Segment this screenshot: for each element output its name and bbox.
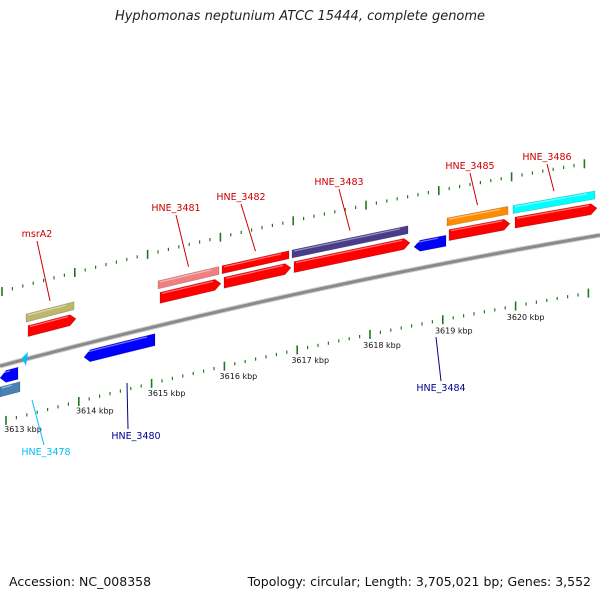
genome-summary-text: Topology: circular; Length: 3,705,021 bp…: [247, 574, 591, 589]
accession-text: Accession: NC_008358: [9, 574, 152, 589]
HNE_3478-cds-arrow: [0, 366, 19, 383]
msrA2-cds-arrow-highlight: [29, 316, 69, 328]
HNE_3478-label: HNE_3478: [21, 447, 70, 458]
scale-label: 3618 kbp: [363, 341, 401, 350]
HNE_3478-marker: [22, 352, 28, 366]
scale-label: 3619 kbp: [435, 327, 473, 336]
HNE_3483-label: HNE_3483: [314, 177, 363, 188]
scale-label: 3620 kbp: [507, 313, 545, 322]
HNE_3486-label: HNE_3486: [522, 152, 571, 163]
HNE_3481-label: HNE_3481: [151, 203, 200, 214]
HNE_3485-cds-arrow-highlight: [450, 220, 503, 232]
HNE_3478-category-bar: [0, 381, 21, 398]
HNE_3478-cds-arrow-highlight: [1, 370, 11, 374]
HNE_3483-category-bar-highlight: [293, 228, 401, 252]
scale-label: 3613 kbp: [4, 425, 42, 434]
scale-label: 3615 kbp: [148, 389, 186, 398]
HNE_3483-callout-line: [338, 188, 351, 231]
HNE_3480-cds-arrow: [83, 333, 156, 363]
HNE_3486-category-bar: [512, 190, 596, 214]
HNE_3485-cds-arrow: [448, 218, 511, 241]
HNE_3486-category-bar-highlight: [514, 193, 588, 208]
HNE_3485-category-bar: [446, 206, 509, 227]
HNE_3480-cds-arrow-highlight: [85, 336, 148, 353]
HNE_3481-callout-line: [175, 214, 189, 267]
HNE_3482-callout-line: [240, 203, 256, 252]
HNE_3481-cds-arrow: [159, 279, 222, 304]
HNE_3481-category-bar: [157, 266, 220, 290]
HNE_3486-cds-arrow-highlight: [516, 204, 590, 219]
msrA2-category-bar: [25, 301, 75, 323]
HNE_3485-category-bar-highlight: [448, 208, 501, 220]
HNE_3486-cds-arrow: [514, 203, 598, 229]
map-title: Hyphomonas neptunium ATCC 15444, complet…: [114, 9, 486, 24]
HNE_3482-cds-arrow-highlight: [225, 264, 284, 279]
genome-backbone: [0, 233, 600, 368]
msrA2-category-bar-highlight: [27, 304, 67, 316]
HNE_3484-callout-line: [435, 336, 442, 382]
HNE_3484-cds-arrow-highlight: [415, 237, 439, 244]
HNE_3482-category-bar: [221, 250, 290, 275]
scale-label: 3614 kbp: [76, 406, 114, 415]
HNE_3486-callout-line: [546, 163, 555, 192]
HNE_3483-cds-arrow: [293, 238, 411, 273]
HNE_3483-cds-arrow-highlight: [295, 239, 403, 264]
HNE_3483-category-bar: [291, 225, 409, 259]
HNE_3481-cds-arrow-highlight: [161, 280, 214, 294]
scale-label: 3617 kbp: [291, 356, 329, 365]
msrA2-label: msrA2: [22, 229, 53, 240]
HNE_3485-callout-line: [469, 172, 478, 206]
HNE_3482-label: HNE_3482: [216, 192, 265, 203]
HNE_3482-category-bar-highlight: [223, 253, 282, 268]
HNE_3484-cds-arrow: [413, 234, 447, 252]
msrA2-cds-arrow: [27, 314, 77, 337]
HNE_3485-label: HNE_3485: [445, 161, 494, 172]
HNE_3478-callout-line: [31, 399, 45, 446]
HNE_3484-label: HNE_3484: [416, 383, 465, 394]
HNE_3482-cds-arrow: [223, 263, 292, 289]
scale-label: 3616 kbp: [220, 372, 258, 381]
HNE_3478-category-bar-highlight: [1, 384, 13, 389]
msrA2-callout-line: [36, 240, 51, 302]
HNE_3480-callout-line: [126, 382, 129, 430]
HNE_3480-label: HNE_3480: [111, 431, 160, 442]
HNE_3481-category-bar-highlight: [159, 269, 212, 283]
